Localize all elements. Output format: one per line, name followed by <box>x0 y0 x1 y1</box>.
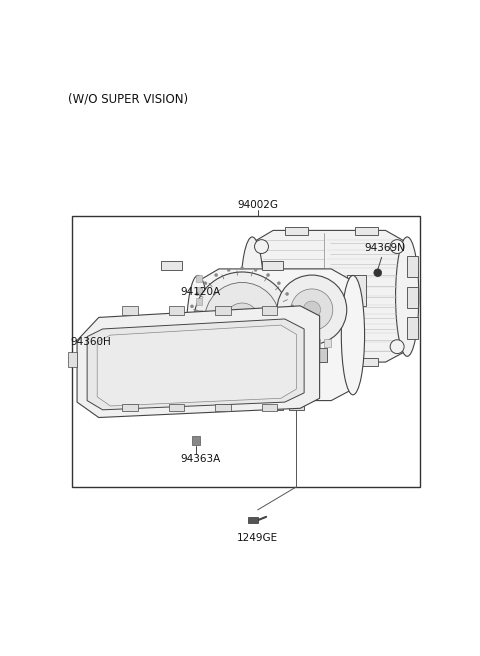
Polygon shape <box>161 261 182 270</box>
Polygon shape <box>97 325 296 406</box>
Polygon shape <box>407 318 418 339</box>
Circle shape <box>254 268 257 272</box>
Polygon shape <box>237 339 244 346</box>
Text: 94363A: 94363A <box>180 454 220 464</box>
Polygon shape <box>122 306 137 315</box>
Circle shape <box>204 355 207 358</box>
Circle shape <box>277 355 280 358</box>
Polygon shape <box>407 287 418 308</box>
Polygon shape <box>248 339 255 346</box>
Polygon shape <box>262 401 283 410</box>
Circle shape <box>227 368 230 371</box>
Circle shape <box>374 269 382 277</box>
Circle shape <box>225 303 259 337</box>
Circle shape <box>189 318 192 321</box>
Polygon shape <box>196 275 202 282</box>
Circle shape <box>390 239 404 253</box>
Circle shape <box>291 331 294 335</box>
Polygon shape <box>196 310 202 317</box>
Circle shape <box>254 239 268 253</box>
Circle shape <box>215 363 218 366</box>
Circle shape <box>196 293 199 295</box>
Polygon shape <box>262 261 283 270</box>
Polygon shape <box>198 269 353 401</box>
Text: 1249GE: 1249GE <box>237 533 278 543</box>
Polygon shape <box>168 306 184 315</box>
Circle shape <box>240 266 244 270</box>
Polygon shape <box>262 306 277 315</box>
Polygon shape <box>204 348 327 362</box>
Circle shape <box>291 289 333 331</box>
Polygon shape <box>258 339 266 346</box>
Polygon shape <box>355 358 378 366</box>
Circle shape <box>266 274 270 277</box>
Ellipse shape <box>240 237 264 356</box>
Circle shape <box>254 368 257 371</box>
Polygon shape <box>215 403 230 411</box>
Circle shape <box>215 274 218 277</box>
Circle shape <box>292 318 296 321</box>
Polygon shape <box>192 436 200 445</box>
Polygon shape <box>226 339 234 346</box>
Text: 94120A: 94120A <box>180 287 220 297</box>
Text: (W/O SUPER VISION): (W/O SUPER VISION) <box>68 92 188 106</box>
Polygon shape <box>252 230 407 362</box>
Circle shape <box>291 305 294 308</box>
Polygon shape <box>196 287 202 293</box>
Polygon shape <box>347 275 366 306</box>
Polygon shape <box>87 319 304 410</box>
Circle shape <box>277 281 280 285</box>
Polygon shape <box>312 339 321 346</box>
Circle shape <box>277 275 347 344</box>
Circle shape <box>196 344 199 347</box>
Polygon shape <box>248 517 258 523</box>
Circle shape <box>204 281 207 285</box>
Circle shape <box>286 293 288 295</box>
Ellipse shape <box>341 276 365 395</box>
Polygon shape <box>196 321 202 328</box>
Polygon shape <box>68 352 77 367</box>
Ellipse shape <box>186 276 210 395</box>
Polygon shape <box>407 256 418 277</box>
Polygon shape <box>280 339 288 346</box>
Circle shape <box>194 272 290 367</box>
Polygon shape <box>269 339 277 346</box>
Ellipse shape <box>396 237 419 356</box>
Polygon shape <box>288 401 304 410</box>
Circle shape <box>240 370 244 373</box>
Circle shape <box>286 344 288 347</box>
Polygon shape <box>291 339 299 346</box>
Polygon shape <box>355 228 378 235</box>
Polygon shape <box>262 403 277 411</box>
Circle shape <box>390 340 404 354</box>
Polygon shape <box>196 333 202 340</box>
Polygon shape <box>196 298 202 305</box>
Circle shape <box>191 331 193 335</box>
Text: 94369N: 94369N <box>365 243 406 253</box>
Circle shape <box>266 363 270 366</box>
Polygon shape <box>285 228 308 235</box>
Circle shape <box>303 301 321 318</box>
Polygon shape <box>285 358 308 366</box>
Circle shape <box>227 268 230 272</box>
Polygon shape <box>77 306 320 417</box>
Polygon shape <box>324 339 331 346</box>
Polygon shape <box>168 403 184 411</box>
Polygon shape <box>122 403 137 411</box>
Circle shape <box>254 340 268 354</box>
Text: 94002G: 94002G <box>237 199 278 210</box>
Circle shape <box>204 283 280 357</box>
Circle shape <box>191 305 193 308</box>
Polygon shape <box>215 306 230 315</box>
Polygon shape <box>215 339 223 346</box>
Polygon shape <box>302 339 310 346</box>
Text: 94360H: 94360H <box>71 337 111 346</box>
